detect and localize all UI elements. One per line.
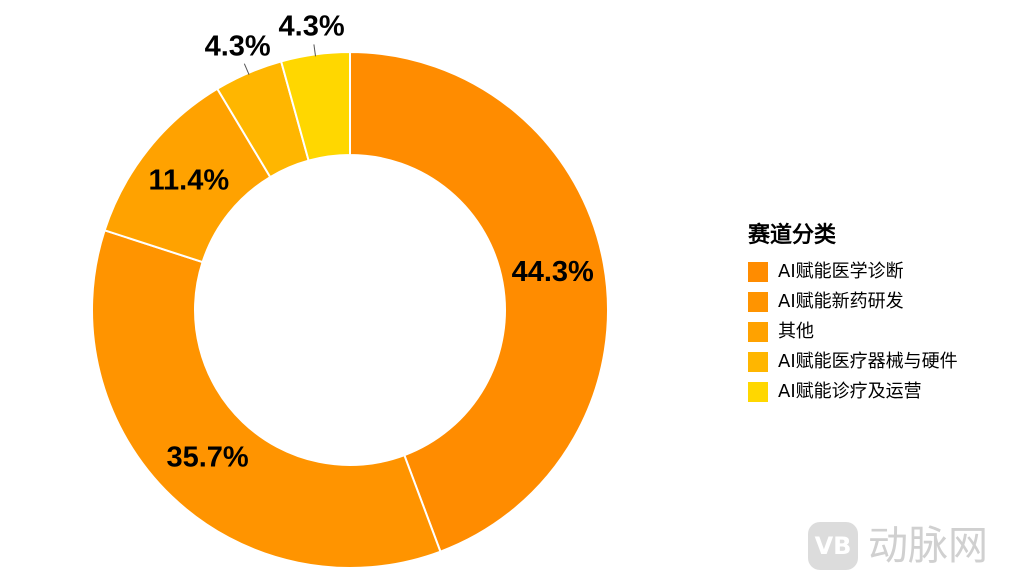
data-label: 4.3% <box>279 10 345 42</box>
legend-label: AI赋能新药研发 <box>778 291 904 312</box>
legend-swatch <box>748 352 768 372</box>
legend-label: AI赋能医疗器械与硬件 <box>778 351 958 372</box>
data-label: 35.7% <box>166 441 248 473</box>
data-label: 11.4% <box>149 164 230 196</box>
watermark-logo <box>808 522 858 570</box>
leader-line <box>243 63 250 75</box>
legend-swatch <box>748 292 768 312</box>
legend-swatch <box>748 322 768 342</box>
legend-label: AI赋能诊疗及运营 <box>778 381 922 402</box>
leader-line <box>313 44 317 57</box>
donut-slice <box>349 50 609 553</box>
data-label: 4.3% <box>205 31 271 63</box>
legend-swatch <box>748 382 768 402</box>
watermark-logo-text: VB <box>815 532 852 560</box>
legend-swatch <box>748 262 768 282</box>
legend-label: 其他 <box>778 321 814 342</box>
donut-slice <box>91 229 442 569</box>
legend-title: 赛道分类 <box>747 222 837 248</box>
watermark: VB 动脉网 <box>808 522 988 570</box>
watermark-text: 动脉网 <box>868 523 988 569</box>
donut-slice <box>279 50 351 162</box>
legend-label: AI赋能医学诊断 <box>778 261 904 282</box>
data-label: 44.3% <box>512 256 594 288</box>
